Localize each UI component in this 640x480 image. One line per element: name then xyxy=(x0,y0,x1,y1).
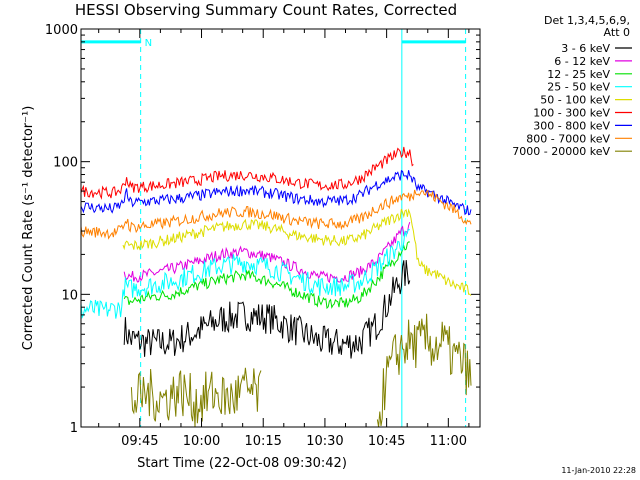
legend-label: 12 - 25 keV xyxy=(547,68,610,81)
series-line xyxy=(123,221,411,284)
legend-label: 25 - 50 keV xyxy=(547,81,610,94)
x-tick-label: 10:45 xyxy=(368,434,405,449)
y-tick-label: 1 xyxy=(70,421,78,436)
x-axis-label: Start Time (22-Oct-08 09:30:42) xyxy=(137,456,347,471)
plot-frame xyxy=(80,28,481,428)
legend-label: 6 - 12 keV xyxy=(554,55,610,68)
series-line xyxy=(130,313,472,428)
x-tick-label: 09:45 xyxy=(121,434,158,449)
night-label: N xyxy=(145,38,152,49)
y-tick-label: 100 xyxy=(53,156,78,171)
series-line xyxy=(80,170,472,216)
legend-header: Det 1,3,4,5,6,9, xyxy=(544,14,630,27)
axes: 09:45 10:00 10:15 10:30 10:45 11:00 1 10 100 1000 xyxy=(45,23,481,449)
y-axis-label: Corrected Count Rate (s⁻¹ detector⁻¹) xyxy=(21,106,36,351)
chart-title: HESSI Observing Summary Count Rates, Cor… xyxy=(75,1,457,19)
x-tick-label: 11:00 xyxy=(430,434,467,449)
series-line xyxy=(80,228,410,319)
legend-label: 300 - 800 keV xyxy=(533,119,610,132)
legend-label: 50 - 100 keV xyxy=(540,94,610,107)
legend-label: 7000 - 20000 keV xyxy=(512,145,610,158)
legend-header: Att 0 xyxy=(604,26,630,39)
x-tick-label: 10:15 xyxy=(244,434,281,449)
series-line xyxy=(80,189,472,240)
y-tick-label: 1000 xyxy=(45,23,78,38)
series-layer xyxy=(80,146,472,428)
x-tick-label: 10:00 xyxy=(183,434,220,449)
legend-label: 800 - 7000 keV xyxy=(526,132,610,145)
legend-label: 100 - 300 keV xyxy=(533,107,610,120)
y-tick-label: 10 xyxy=(61,288,78,303)
series-line xyxy=(123,241,410,310)
series-line xyxy=(80,146,414,200)
series-line xyxy=(123,260,411,359)
legend-label: 3 - 6 keV xyxy=(561,42,610,55)
series-line xyxy=(122,208,472,296)
generation-timestamp: 11-Jan-2010 22:28 xyxy=(561,466,636,475)
x-tick-label: 10:30 xyxy=(306,434,343,449)
